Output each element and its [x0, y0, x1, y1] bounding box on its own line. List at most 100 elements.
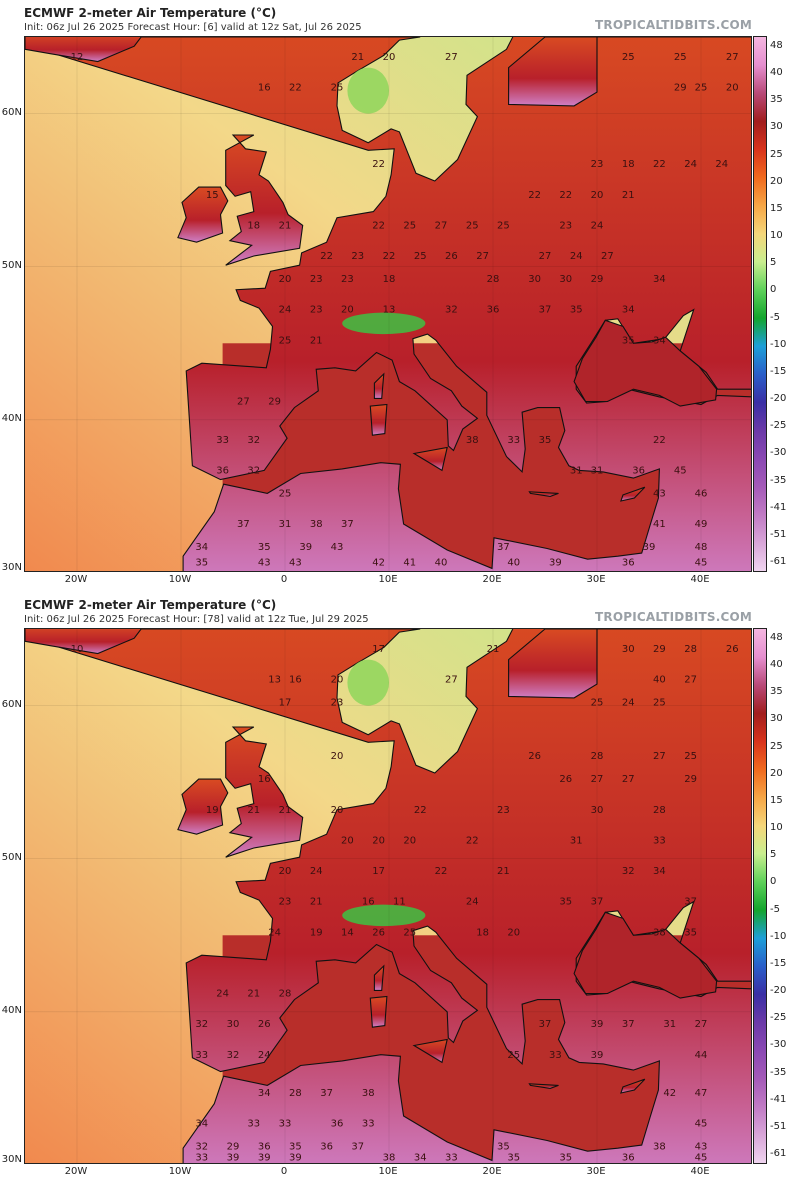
temperature-value: 20 — [331, 805, 344, 816]
longitude-tick-label: 20E — [482, 574, 502, 585]
temperature-value: 25 — [622, 52, 635, 63]
temperature-value: 37 — [237, 519, 250, 530]
temperature-value: 16 — [258, 774, 271, 785]
temperature-value: 22 — [653, 435, 666, 446]
temperature-value: 42 — [372, 557, 385, 568]
temperature-value: 13 — [383, 305, 396, 316]
temperature-value: 27 — [237, 397, 250, 408]
temperature-value: 31 — [663, 1019, 676, 1030]
temperature-value: 33 — [195, 1050, 208, 1061]
temperature-value: 26 — [528, 751, 541, 762]
temperature-value: 25 — [507, 1050, 520, 1061]
temperature-value: 33 — [279, 1119, 292, 1130]
temperature-value: 19 — [206, 805, 219, 816]
longitude-axis: 20W 10W 0 10E 20E 30E 40E — [24, 574, 752, 588]
land-britain — [225, 726, 304, 858]
temperature-value: 32 — [247, 465, 260, 476]
colorbar-tick-label: -30 — [770, 447, 787, 459]
panel-subtitle: Init: 06z Jul 26 2025 Forecast Hour: [78… — [24, 614, 369, 625]
land-ireland — [177, 778, 229, 835]
map-canvas: 12 21 20 27 25 25 27 16 22 25 29 25 20 22 23 18 22 24 24 15… — [25, 37, 751, 571]
colorbar-tick-label: 20 — [770, 767, 783, 779]
land-crete — [528, 1083, 559, 1089]
temperature-value: 38 — [653, 1142, 666, 1153]
temperature-value: 24 — [715, 159, 728, 170]
colorbar-tick-label: -51 — [770, 1120, 787, 1132]
latitude-axis: 60N 50N 40N 30N — [0, 628, 24, 1165]
forecast-panel-hour-78: ECMWF 2-meter Air Temperature (°C) Init:… — [0, 592, 794, 1184]
temperature-value: 17 — [372, 644, 385, 655]
temperature-value: 24 — [258, 1050, 271, 1061]
temperature-value: 20 — [341, 305, 354, 316]
temperature-value: 32 — [227, 1050, 240, 1061]
temperature-value: 22 — [466, 835, 479, 846]
temperature-value: 35 — [559, 897, 572, 908]
temperature-value: 34 — [195, 1119, 208, 1130]
temperature-map[interactable]: 10 17 21 30 29 28 26 13 16 20 27 40 27 17 23 25 24 25 20 26… — [24, 628, 752, 1164]
temperature-value: 43 — [258, 557, 271, 568]
longitude-tick-label: 10W — [168, 574, 192, 585]
temperature-value: 43 — [695, 1142, 708, 1153]
temperature-value: 10 — [71, 644, 84, 655]
colorbar-tick-label: 0 — [770, 876, 777, 888]
temperature-value: 36 — [258, 1142, 271, 1153]
temperature-value: 33 — [362, 1119, 375, 1130]
temperature-value: 22 — [383, 251, 396, 262]
longitude-tick-label: 0 — [280, 574, 288, 585]
temperature-value: 25 — [331, 83, 344, 94]
colorbar-tick-label: -25 — [770, 1012, 787, 1024]
temperature-value: 35 — [684, 927, 697, 938]
temperature-value: 20 — [279, 866, 292, 877]
temperature-value: 39 — [227, 1152, 240, 1163]
temperature-value: 20 — [383, 52, 396, 63]
land-baltic_fin — [508, 629, 598, 699]
colorbar-tick-label: -5 — [770, 903, 780, 915]
longitude-tick-label: 10W — [168, 1166, 192, 1177]
colorbar-tick-label: 25 — [770, 148, 783, 160]
temperature-value: 38 — [383, 1152, 396, 1163]
colorbar-tick-label: 35 — [770, 94, 783, 106]
land-corsica — [373, 372, 385, 399]
temperature-value: 48 — [695, 542, 708, 553]
temperature-value: 34 — [653, 335, 666, 346]
panel-subtitle: Init: 06z Jul 26 2025 Forecast Hour: [6]… — [24, 22, 362, 33]
temperature-map[interactable]: 12 21 20 27 25 25 27 16 22 25 29 25 20 22 23 18 22 24 24 15… — [24, 36, 752, 572]
colorbar-tick-label: -25 — [770, 420, 787, 432]
temperature-value: 35 — [258, 542, 271, 553]
temperature-value: 39 — [591, 1050, 604, 1061]
temperature-value: 36 — [632, 465, 645, 476]
land-baltic_fin — [508, 37, 598, 107]
temperature-value: 45 — [674, 465, 687, 476]
temperature-value: 29 — [684, 774, 697, 785]
temperature-value: 32 — [195, 1019, 208, 1030]
temperature-value: 30 — [559, 274, 572, 285]
alps-cool-region — [342, 312, 426, 335]
colorbar-tick-label: 0 — [770, 284, 777, 296]
temperature-value: 25 — [674, 52, 687, 63]
temperature-value: 40 — [653, 675, 666, 686]
temperature-value: 20 — [591, 190, 604, 201]
temperature-value: 41 — [653, 519, 666, 530]
latitude-tick-label: 60N — [1, 106, 22, 118]
colorbar-tick-label: -20 — [770, 393, 787, 405]
brand-watermark[interactable]: TROPICALTIDBITS.COM — [595, 18, 752, 32]
temperature-value: 37 — [320, 1088, 333, 1099]
temperature-value: 28 — [591, 751, 604, 762]
temperature-value: 43 — [289, 557, 302, 568]
temperature-value: 49 — [695, 519, 708, 530]
latitude-tick-label: 30N — [1, 1154, 22, 1165]
latitude-tick-label: 50N — [1, 259, 22, 271]
temperature-value: 38 — [362, 1088, 375, 1099]
temperature-value: 11 — [393, 897, 406, 908]
temperature-value: 35 — [622, 335, 635, 346]
temperature-value: 43 — [653, 488, 666, 499]
temperature-value: 39 — [258, 1152, 271, 1163]
temperature-value: 36 — [320, 1142, 333, 1153]
temperature-value: 34 — [258, 1088, 271, 1099]
temperature-value: 27 — [445, 675, 458, 686]
temperature-value: 24 — [466, 897, 479, 908]
brand-watermark[interactable]: TROPICALTIDBITS.COM — [595, 610, 752, 624]
land-eurasia — [25, 629, 751, 1163]
temperature-value: 23 — [331, 698, 344, 709]
temperature-value: 26 — [445, 251, 458, 262]
